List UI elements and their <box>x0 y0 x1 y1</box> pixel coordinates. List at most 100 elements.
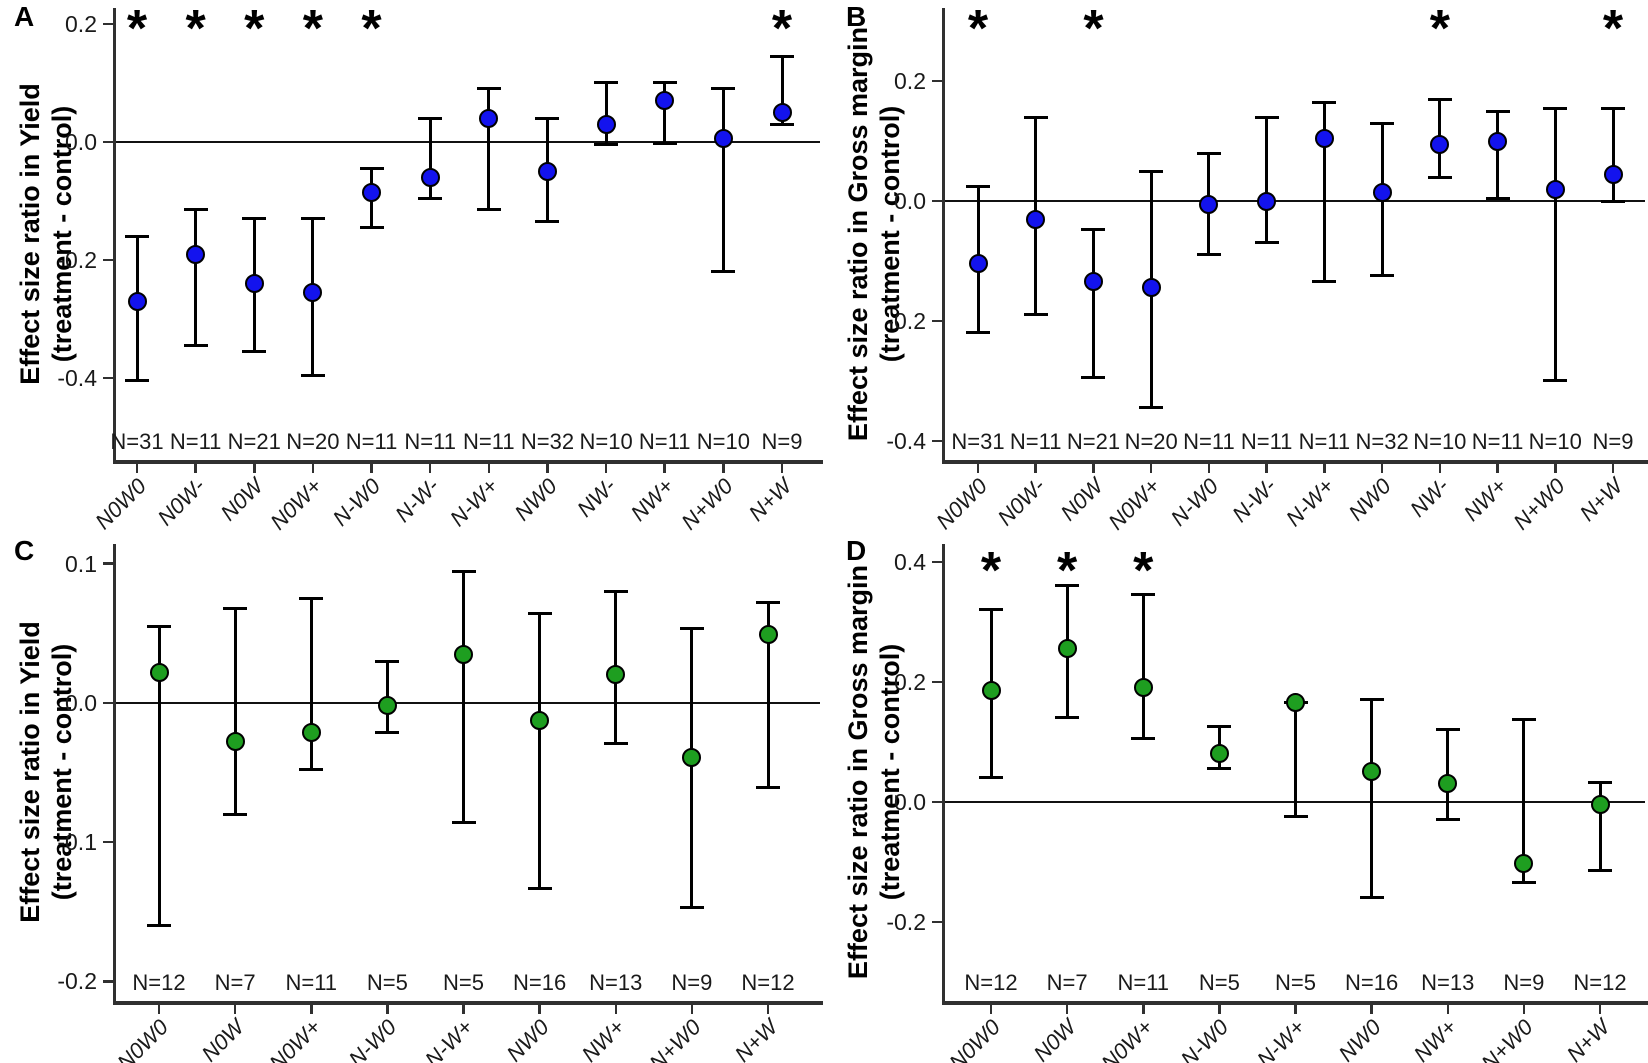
panel-d-data-point <box>1514 854 1534 874</box>
panel-a-error-cap-lower <box>652 141 677 145</box>
panel-a-data-point <box>362 182 382 202</box>
panel-a-error-cap-lower <box>359 226 384 229</box>
panel-d-y-axis-line <box>942 544 945 1004</box>
panel-a-error-cap-upper <box>125 234 149 238</box>
panel-b-error-cap-upper <box>1196 151 1221 155</box>
panel-c-data-point <box>225 732 245 752</box>
panel-d-x-tick <box>1370 1004 1373 1014</box>
panel-b-error-cap-upper <box>1254 115 1279 119</box>
panel-b-y-tick-label: -0.4 <box>886 427 926 454</box>
panel-c-error-cap-lower <box>679 906 704 910</box>
panel-b-error-cap-lower <box>1601 199 1625 203</box>
panel-a-error-bar <box>194 209 198 346</box>
panel-d-y-tick <box>932 680 942 684</box>
panel-d-x-tick <box>1218 1004 1221 1014</box>
panel-a-significance-star: * <box>302 0 324 58</box>
panel-a-n-label: N=11 <box>345 429 398 454</box>
panel-c-data-point <box>454 644 473 664</box>
panel-d-data-point <box>981 681 1001 701</box>
panel-c-category-label: N+W0 <box>644 1014 706 1063</box>
panel-b-significance-star: * <box>1602 0 1624 58</box>
panel-c-error-cap-lower <box>147 924 171 928</box>
panel-d-error-cap-lower <box>1055 716 1080 720</box>
panel-b-zero-line <box>945 200 1645 203</box>
panel-c-category-label: NW0 <box>501 1014 554 1063</box>
panel-a-data-point <box>127 291 147 311</box>
panel-a-n-label: N=20 <box>286 429 340 454</box>
panel-d-error-cap-upper <box>1055 584 1080 588</box>
panel-b-category-label: NW- <box>1405 473 1454 522</box>
panel-a-y-tick-label: -0.4 <box>57 364 97 391</box>
panel-a-error-cap-lower <box>242 349 267 353</box>
panel-d-x-axis-line <box>942 1001 1648 1005</box>
panel-a-n-label: N=32 <box>520 429 575 454</box>
panel-c-x-axis-line <box>113 1001 823 1005</box>
panel-b-data-point <box>1603 164 1623 184</box>
panel-a-significance-star: * <box>185 0 206 58</box>
panel-b-n-label: N=32 <box>1355 429 1409 454</box>
panel-a-error-cap-upper <box>476 87 501 91</box>
panel-b-n-label: N=9 <box>1592 429 1634 454</box>
panel-c-x-tick <box>690 1004 694 1014</box>
panel-b-x-tick <box>1207 463 1211 473</box>
panel-b-data-point <box>1488 131 1508 151</box>
panel-b-category-label: N0W+ <box>1103 473 1166 535</box>
panel-b-error-cap-lower <box>1023 313 1048 317</box>
panel-c-y-tick-label: 0.1 <box>65 550 97 577</box>
panel-c-y-tick-label: 0.0 <box>65 689 97 716</box>
panel-a-n-label: N=9 <box>761 429 803 454</box>
panel-a-significance-star: * <box>126 0 148 58</box>
panel-d-y-tick <box>932 560 942 564</box>
panel-a-n-label: N=31 <box>110 429 164 454</box>
panel-d-category-label: NW+ <box>1409 1014 1462 1063</box>
panel-b-error-cap-upper <box>966 184 990 188</box>
panel-a-zero-line <box>116 140 820 143</box>
panel-c-y-tick <box>103 562 113 565</box>
panel-a-error-cap-upper <box>242 217 267 221</box>
panel-c-error-bar <box>462 571 465 823</box>
panel-c-y-tick-label: -0.2 <box>57 968 97 995</box>
panel-d-x-tick <box>1522 1004 1526 1014</box>
panel-b-y-tick-label: 0.0 <box>894 188 926 215</box>
panel-d-error-cap-upper <box>1207 725 1232 729</box>
panel-a-y-tick <box>103 376 113 380</box>
panel-d-y-tick <box>932 920 942 924</box>
panel-a-error-cap-upper <box>770 54 794 58</box>
panel-b-data-point <box>1199 194 1219 214</box>
panel-a-x-tick <box>253 463 256 473</box>
panel-b-category-label: NW0 <box>1343 473 1397 526</box>
panel-b-error-cap-lower <box>1254 241 1279 245</box>
panel-b-category-label: N-W+ <box>1280 473 1339 532</box>
panel-b-y-axis-line <box>942 8 945 463</box>
panel-d-n-label: N=12 <box>964 970 1018 995</box>
panel-c-n-label: N=7 <box>214 970 256 995</box>
panel-a-error-cap-lower <box>300 373 325 377</box>
panel-a-x-tick <box>370 463 373 473</box>
panel-d-category-label: N+W <box>1561 1014 1614 1063</box>
panel-b-category-label: N0W0 <box>931 473 992 535</box>
panel-a-error-cap-upper <box>300 217 325 221</box>
panel-a-n-label: N=10 <box>579 429 633 454</box>
panel-b-error-bar <box>1496 111 1500 199</box>
panel-d-error-cap-lower <box>1435 818 1460 822</box>
panel-c-data-point <box>149 662 169 682</box>
panel-b-error-cap-lower <box>1370 274 1395 278</box>
panel-d-n-label: N=13 <box>1421 970 1475 995</box>
panel-c-x-tick <box>538 1004 541 1014</box>
panel-a-x-tick <box>428 463 432 473</box>
panel-a-category-label: N0W0 <box>90 473 151 535</box>
panel-c-data-point <box>377 696 397 716</box>
panel-a-category-label: NW+ <box>626 473 679 526</box>
panel-a-error-cap-lower <box>535 220 560 224</box>
panel-c-category-label: N-W0 <box>343 1014 402 1063</box>
panel-b-x-tick <box>1092 463 1095 473</box>
panel-b-x-tick <box>1438 463 1442 473</box>
panel-c-error-cap-lower <box>451 821 476 825</box>
panel-a-y-tick <box>103 140 113 144</box>
panel-c-error-cap-upper <box>603 589 628 593</box>
panel-d-error-cap-upper <box>1131 593 1156 597</box>
panel-b-category-label: NW+ <box>1458 473 1512 526</box>
panel-c-error-cap-upper <box>299 596 324 600</box>
panel-a-error-cap-upper <box>535 116 560 120</box>
